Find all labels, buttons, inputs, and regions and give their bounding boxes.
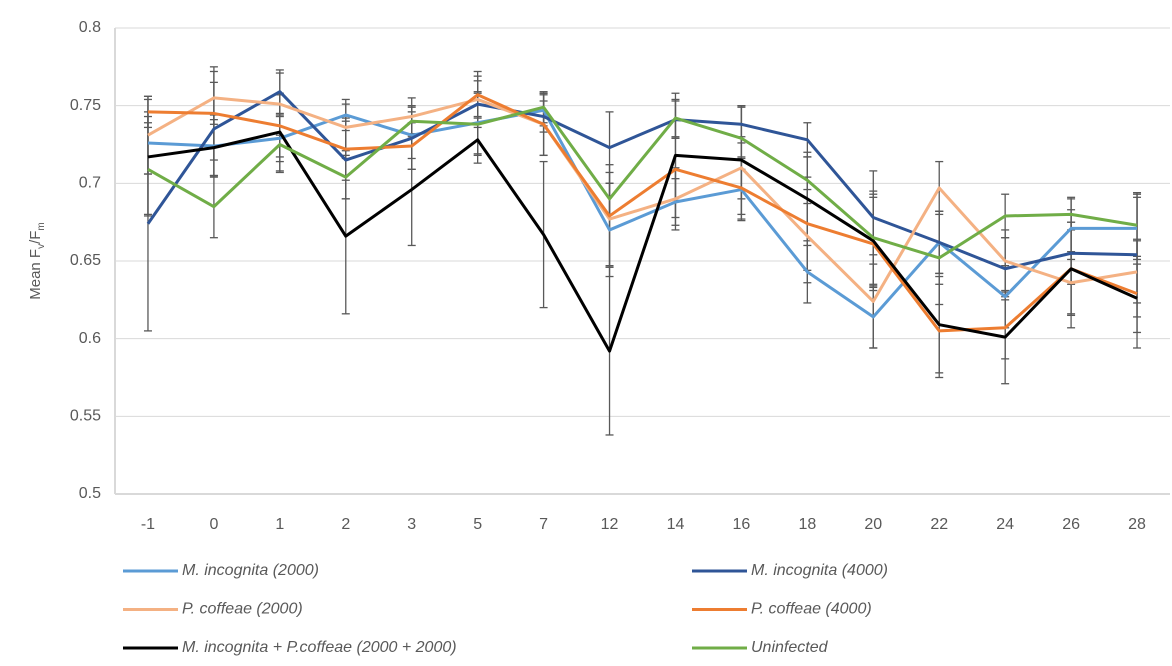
x-tick-label: 18 [798, 516, 816, 533]
legend-label: M. incognita (2000) [182, 562, 319, 579]
y-axis-label: Mean Fv/Fm [27, 222, 47, 300]
x-tick-label: 24 [996, 516, 1014, 533]
x-tick-label: 3 [407, 516, 416, 533]
legend-label: Uninfected [751, 639, 829, 656]
y-tick-label: 0.8 [79, 19, 101, 36]
y-label-part: /F [27, 231, 44, 244]
legend-label: M. incognita + P.coffeae (2000 + 2000) [182, 639, 457, 656]
y-tick-label: 0.75 [70, 97, 101, 114]
series-line [147, 105, 1138, 260]
x-tick-label: 5 [473, 516, 482, 533]
y-tick-label: 0.55 [70, 408, 101, 425]
series-line [147, 130, 1138, 353]
x-tick-label: 2 [341, 516, 350, 533]
x-tick-label: 1 [275, 516, 284, 533]
y-tick-label: 0.6 [79, 330, 101, 347]
y-tick-label: 0.5 [79, 485, 101, 502]
y-label-part: v [36, 244, 47, 249]
legend-label: P. coffeae (2000) [182, 601, 303, 618]
x-tick-label: 0 [209, 516, 218, 533]
series-line [147, 93, 1138, 333]
legend-label: M. incognita (4000) [751, 562, 888, 579]
y-label-part: Mean F [27, 249, 44, 300]
x-tick-label: 26 [1062, 516, 1080, 533]
series-line [147, 96, 1138, 303]
x-tick-label: 16 [733, 516, 751, 533]
y-label-part: m [36, 222, 47, 230]
y-tick-label: 0.7 [79, 175, 101, 192]
x-tick-label: 20 [864, 516, 882, 533]
series-line [146, 90, 1138, 271]
y-tick-label: 0.65 [70, 252, 101, 269]
series-line [147, 108, 1138, 319]
legend-label: P. coffeae (4000) [751, 601, 872, 618]
x-tick-label: -1 [141, 516, 155, 533]
x-tick-label: 7 [539, 516, 548, 533]
x-tick-label: 22 [930, 516, 948, 533]
x-tick-label: 28 [1128, 516, 1146, 533]
x-tick-label: 12 [601, 516, 619, 533]
x-tick-label: 14 [667, 516, 685, 533]
